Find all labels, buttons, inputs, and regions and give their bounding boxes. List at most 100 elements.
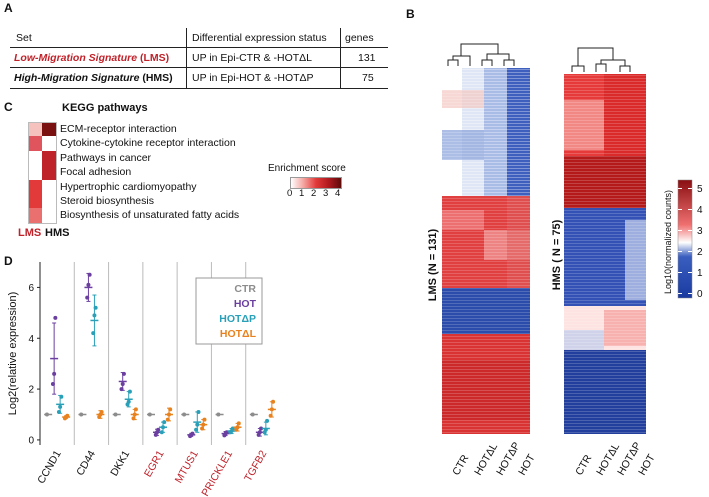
colorbar-title: Log10(normalized counts) [663,190,673,294]
kegg-cell-lms-2 [28,150,42,166]
panel-d-letter: D [4,254,13,268]
panel-b-letter: B [406,7,415,21]
category-label-dkk1: DKK1 [108,448,132,478]
legend-item-2: HOTΔP [219,313,256,325]
point-HOT-CD44-1 [86,282,91,287]
lms-abbr: (LMS) [140,52,170,64]
point-HOTΔP-CCND1-2 [59,394,64,399]
point-HOTΔL-TGFB2-1 [269,407,274,412]
kegg-title: KEGG pathways [62,102,148,114]
point-CTR-DKK1-0 [113,412,118,417]
kegg-col-label-lms: LMS [18,227,42,239]
point-HOTΔP-CCND1-0 [56,409,61,414]
colorbar-tick-3: 3 [697,226,703,237]
kegg-pathway-3: Focal adhesion [60,166,132,179]
point-HOTΔP-CD44-0 [91,331,96,336]
kegg-cell-hms-2 [42,150,56,166]
panel-b-svg: LMS (N = 131) HMS ( N = 75) CTR HOTΔL HO… [427,43,703,478]
enrichment-tick-1: 1 [299,188,305,199]
point-HOTΔL-MTUS1-1 [201,422,206,427]
point-HOTΔP-DKK1-2 [127,389,132,394]
lms-xlabel-3: HOT [516,452,538,478]
lms-heatmap [442,68,530,434]
legend-item-1: HOT [234,298,257,310]
table-row-lms-name: Low-Migration Signature (LMS) [14,52,169,64]
point-CTR-CD44-0 [79,412,84,417]
table-row-hms-genes: 75 [362,72,374,84]
point-HOTΔP-MTUS1-2 [196,409,201,414]
kegg-cell-lms-5 [28,194,42,209]
enrichment-tick-2: 2 [311,188,317,199]
colorbar [677,179,693,299]
point-HOTΔL-PRICKLE1-2 [236,421,241,426]
point-HOT-CD44-0 [85,295,90,300]
point-HOTΔL-MTUS1-2 [202,417,207,422]
kegg-cell-hms-6 [42,208,56,223]
point-HOTΔP-TGFB2-1 [263,427,268,432]
enrichment-legend-title: Enrichment score [268,163,346,174]
point-HOT-TGFB2-1 [257,430,262,435]
point-HOTΔP-CD44-1 [92,313,97,318]
kegg-cell-hms-4 [42,179,56,194]
table-header-set: Set [16,32,32,44]
table-row-hms-status: UP in Epi-HOT & -HOTΔP [192,72,314,84]
point-HOT-DKK1-0 [119,387,124,392]
table-top-rule [10,47,388,48]
lms-label: LMS (N = 131) [427,228,439,301]
point-HOTΔL-EGR1-2 [168,407,173,412]
table-mid-rule [10,67,388,68]
point-HOTΔP-EGR1-1 [161,425,165,430]
panel-a-letter: A [4,1,13,15]
enrichment-legend-bar [290,177,342,189]
point-HOTΔL-DKK1-2 [133,407,138,412]
point-HOT-DKK1-2 [121,371,126,376]
category-label-cd44: CD44 [74,448,98,477]
kegg-cell-lms-3 [28,165,42,180]
legend-item-3: HOTΔL [220,328,257,340]
point-HOTΔL-TGFB2-2 [271,399,276,404]
point-HOTΔL-EGR1-0 [165,417,170,422]
point-HOTΔP-MTUS1-1 [195,422,200,427]
colorbar-tick-5: 5 [697,184,703,195]
category-label-ccnd1: CCND1 [35,448,64,485]
point-HOTΔL-DKK1-1 [132,412,137,417]
point-HOTΔP-CD44-2 [93,305,98,310]
category-label-tgfb2: TGFB2 [242,448,269,483]
category-label-prickle1: PRICKLE1 [199,448,235,497]
y-tick-label-1: 2 [28,385,34,396]
point-HOTΔL-DKK1-0 [131,416,136,421]
kegg-pathway-1: Cytokine-cytokine receptor interaction [60,137,236,150]
y-tick-label-2: 4 [28,334,34,345]
enrichment-tick-0: 0 [287,188,293,199]
point-HOT-MTUS1-2 [190,431,195,436]
point-HOT-DKK1-1 [120,382,125,386]
point-HOTΔP-MTUS1-0 [194,427,199,432]
kegg-cell-hms-3 [42,165,56,180]
point-HOTΔL-TGFB2-0 [268,413,273,418]
kegg-pathway-4: Hypertrophic cardiomyopathy [60,180,197,193]
category-label-mtus1: MTUS1 [173,448,201,485]
y-tick-label-3: 6 [28,283,34,294]
hms-heatmap [564,74,646,434]
point-CTR-EGR1-0 [147,412,152,417]
hms-xlabel-0: CTR [573,452,594,477]
point-HOT-EGR1-2 [156,427,161,432]
lms-dendrogram [447,43,515,66]
point-CTR-PRICKLE1-0 [216,412,221,417]
hms-xlabel-3: HOT [636,452,658,478]
category-label-egr1: EGR1 [142,448,167,479]
point-HOTΔL-MTUS1-0 [200,426,205,431]
kegg-cell-lms-4 [28,179,42,194]
kegg-cell-hms-0 [42,122,56,137]
colorbar-tick-4: 4 [697,205,703,216]
kegg-cell-lms-6 [28,208,42,223]
hms-abbr: (HMS) [142,72,173,84]
table-row-lms-genes: 131 [358,52,376,64]
table-header-status: Differential expression status [192,32,327,44]
colorbar-tick-2: 2 [697,247,703,258]
hms-signature-name: High-Migration Signature [14,72,140,84]
colorbar-tick-0: 0 [697,289,703,300]
point-HOTΔP-EGR1-0 [159,430,164,435]
table-col-divider-1 [186,28,187,88]
kegg-pathway-5: Steroid biosynthesis [60,195,154,207]
